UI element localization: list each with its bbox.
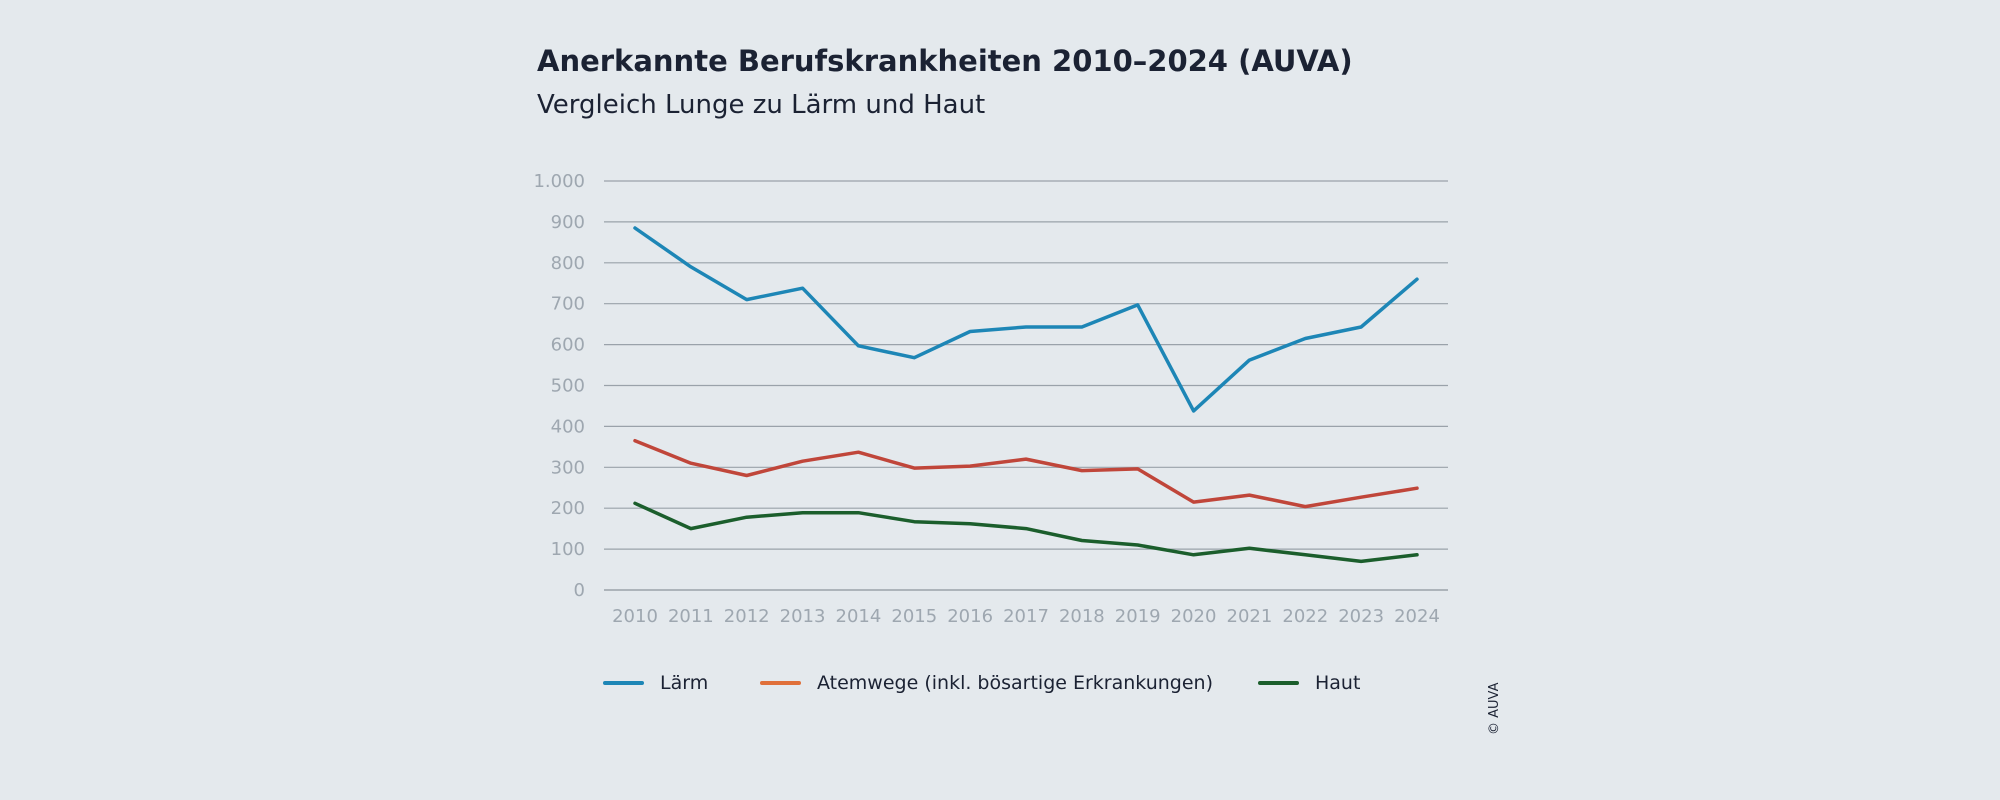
- y-tick-label: 0: [574, 580, 585, 601]
- x-tick-label: 2015: [891, 606, 937, 627]
- x-tick-label: 2016: [947, 606, 993, 627]
- legend-swatch-atemwege: [760, 681, 801, 685]
- grid-lines: [604, 180, 1448, 591]
- y-tick-label: 700: [551, 294, 585, 315]
- copyright-credit: © AUVA: [1487, 682, 1502, 736]
- legend-label-atemwege: Atemwege (inkl. bösartige Erkrankungen): [817, 672, 1214, 694]
- legend-swatch-haut: [1258, 681, 1299, 685]
- y-tick-label: 500: [551, 376, 585, 397]
- y-tick-label: 200: [551, 498, 585, 519]
- series-line-0: [633, 226, 1419, 413]
- y-tick-label: 400: [551, 416, 585, 437]
- x-axis: 2010 2011 2012 2013 2014 2015 2016 2017 2018 2019…: [612, 606, 1440, 627]
- x-tick-label: 2021: [1227, 606, 1273, 627]
- y-tick-label: 100: [551, 539, 585, 560]
- y-tick-label: 600: [551, 335, 585, 356]
- x-tick-label: 2017: [1003, 606, 1049, 627]
- series-lines: [633, 226, 1419, 564]
- legend-item-haut: Haut: [1258, 672, 1360, 694]
- y-axis: 0 100 200 300 400 500 600 700 800 900 1.000: [533, 171, 585, 601]
- y-tick-label: 1.000: [533, 171, 585, 192]
- x-tick-label: 2014: [836, 606, 882, 627]
- legend-label-laerm: Lärm: [660, 672, 709, 694]
- legend-swatch-laerm: [603, 681, 644, 685]
- y-tick-label: 900: [551, 212, 585, 233]
- x-tick-label: 2011: [668, 606, 714, 627]
- chart-title: Anerkannte Berufskrankheiten 2010–2024 (…: [537, 44, 1353, 78]
- x-tick-label: 2024: [1394, 606, 1440, 627]
- x-tick-label: 2010: [612, 606, 658, 627]
- x-tick-label: 2018: [1059, 606, 1105, 627]
- legend-item-atemwege: Atemwege (inkl. bösartige Erkrankungen): [760, 672, 1213, 694]
- x-tick-label: 2023: [1338, 606, 1384, 627]
- legend-label-haut: Haut: [1315, 672, 1361, 694]
- x-tick-label: 2013: [780, 606, 826, 627]
- x-tick-label: 2020: [1171, 606, 1217, 627]
- x-tick-label: 2012: [724, 606, 770, 627]
- y-tick-label: 800: [551, 253, 585, 274]
- x-tick-label: 2019: [1115, 606, 1161, 627]
- series-line-2: [633, 501, 1419, 564]
- series-line-1: [633, 438, 1419, 509]
- y-tick-label: 300: [551, 457, 585, 478]
- chart-subtitle: Vergleich Lunge zu Lärm und Haut: [537, 90, 986, 120]
- legend-item-laerm: Lärm: [603, 672, 708, 694]
- x-tick-label: 2022: [1282, 606, 1328, 627]
